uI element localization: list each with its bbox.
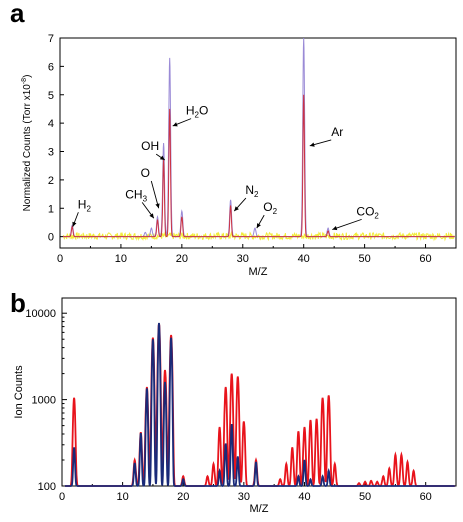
- annotation-arrowhead: [332, 226, 338, 231]
- y-tick-label: 4: [48, 118, 54, 130]
- x-axis-label: M/Z: [250, 503, 269, 515]
- y-tick-label: 100: [38, 481, 56, 493]
- annotation-arrowhead: [256, 223, 261, 229]
- peak-label: H2: [78, 197, 92, 213]
- panel-label-b: b: [10, 288, 26, 318]
- x-tick-label: 50: [358, 253, 370, 265]
- x-tick-label: 40: [298, 253, 310, 265]
- x-axis-label: M/Z: [249, 266, 268, 278]
- x-tick-label: 60: [419, 253, 431, 265]
- peak-label: O2: [263, 200, 277, 216]
- y-tick-label: 6: [48, 61, 54, 73]
- x-tick-label: 0: [59, 491, 65, 503]
- y-tick-label: 7: [48, 33, 54, 45]
- plot-frame: [59, 37, 457, 249]
- series-noise-line: [62, 231, 455, 242]
- series-navy-line: [65, 322, 455, 487]
- series-red-line: [65, 323, 455, 488]
- annotation-arrowhead: [149, 213, 154, 219]
- peak-label: N2: [245, 183, 259, 199]
- annotation-arrow: [150, 180, 160, 209]
- annotation-arrowhead: [234, 206, 239, 212]
- annotation-arrowhead: [309, 142, 315, 147]
- series-peaks-line: [63, 37, 455, 238]
- x-tick-label: 10: [116, 491, 128, 503]
- annotation-arrowhead: [155, 203, 160, 209]
- annotation-arrow: [332, 218, 362, 230]
- y-axis-label: Normalized Counts (Torr x10-8): [21, 75, 33, 212]
- peak-label: O: [141, 166, 150, 180]
- mass-spectrum-chart-a: 0 1 2 3 4 5 6 7 0 10 20 30 40 50 60 M/Z Normalized Count…: [21, 33, 457, 278]
- y-tick-label: 5: [48, 90, 54, 102]
- peak-label: CH3: [125, 187, 147, 203]
- series-peaks-line: [63, 94, 455, 238]
- annotation-arrowhead: [172, 122, 178, 127]
- ion-counts-chart-b: 100 1000 10000 0 10 20 30 40 50 60 M/Z Ion Counts: [13, 297, 457, 515]
- y-tick-label: 1: [48, 203, 54, 215]
- x-tick-label: 50: [359, 491, 371, 503]
- x-tick-label: 30: [237, 253, 249, 265]
- x-tick-label: 60: [420, 491, 432, 503]
- y-tick-label: 1000: [32, 395, 56, 407]
- y-tick-label: 0: [48, 232, 54, 244]
- peak-label: CO2: [356, 204, 379, 220]
- plot-frame: [61, 297, 457, 487]
- peak-label: H2O: [186, 104, 208, 120]
- y-tick-label: 10000: [25, 308, 56, 320]
- x-tick-label: 20: [177, 491, 189, 503]
- x-tick-label: 30: [238, 491, 250, 503]
- annotation-arrowhead: [72, 221, 77, 227]
- y-axis-label: Ion Counts: [13, 365, 25, 419]
- x-tick-label: 40: [298, 491, 310, 503]
- x-tick-label: 10: [115, 253, 127, 265]
- y-tick-label: 2: [48, 175, 54, 187]
- y-tick-label: 3: [48, 147, 54, 159]
- x-tick-label: 0: [57, 253, 63, 265]
- x-tick-label: 20: [176, 253, 188, 265]
- peak-label: OH: [141, 139, 159, 153]
- peak-label: Ar: [331, 125, 343, 139]
- panel-label-a: a: [10, 0, 25, 28]
- annotation-arrowhead: [159, 155, 165, 161]
